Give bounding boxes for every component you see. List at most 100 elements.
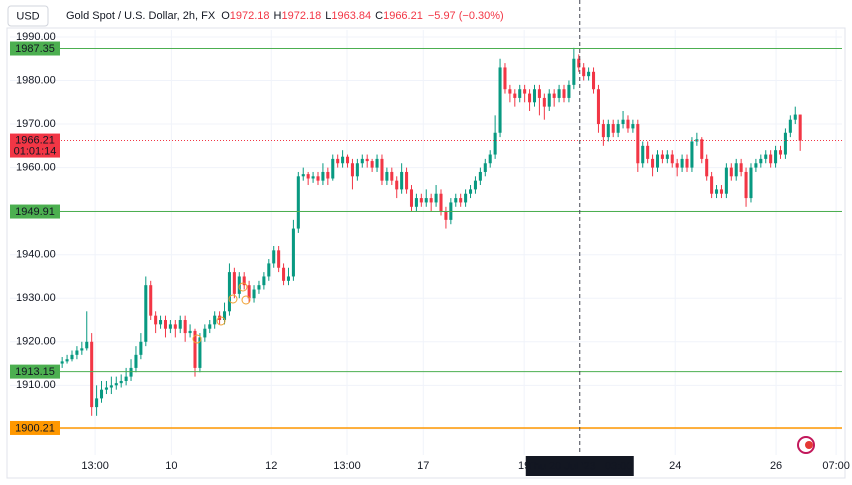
candle-body [419,198,423,203]
candle-body [469,189,473,194]
candle-body [518,89,522,98]
candle-body [218,315,222,321]
event-marker[interactable] [228,294,238,304]
candle-body [203,328,207,338]
y-tick-label: 1990.00 [16,31,56,43]
ohlc-key: L [325,10,331,22]
logo [805,441,813,449]
y-tick-label: 1930.00 [16,292,56,304]
candle-body [636,124,640,164]
candle-body [252,289,256,299]
event-marker[interactable] [238,282,248,292]
x-tick-label: 07:00 [822,460,850,472]
candle-body [646,145,650,159]
candle-body [85,341,89,349]
candle-body [454,198,458,203]
ohlc-value: 1972.18 [281,10,321,22]
y-tick-label: 1960.00 [16,162,56,174]
symbol-box[interactable] [7,5,49,27]
candle-body [488,154,492,164]
x-tick-label: 26 [770,460,782,472]
candle-body [690,141,694,168]
event-marker[interactable] [241,295,251,305]
candle-body [577,58,581,68]
candle-body [173,324,177,329]
candle-body [547,93,551,107]
instrument: Gold Spot / U.S. Dollar, 2h, FX [66,10,216,22]
candle-body [729,167,733,177]
candle-body [459,198,463,203]
event-marker[interactable] [192,334,202,344]
candle-body [365,158,369,162]
candle-body [764,154,768,159]
x-tick-label: 10 [165,460,177,472]
candle-body [149,285,153,316]
candle-body [99,389,104,399]
candle-body [793,114,797,120]
candle-body [331,158,335,179]
level-label-box [10,41,60,56]
candle-body [395,180,399,190]
candle-body [537,89,541,98]
ohlc-key: H [274,10,282,22]
candle-body [65,359,69,362]
candle-body [508,89,512,94]
y-tick-label: 1920.00 [16,336,56,348]
candle-body [163,320,168,329]
candle-body [464,193,468,203]
candle-body [592,71,596,90]
candle-body [719,189,723,194]
candle-body [277,250,281,268]
candle-body [75,350,79,355]
candle-body [631,124,635,129]
candle-body [572,58,576,85]
candle-body [159,320,163,325]
candle-body [154,315,158,325]
candle-body [355,163,359,177]
candle-body [670,154,674,164]
candle-body [227,272,231,312]
candle-body [582,67,586,77]
candle-body [587,71,591,77]
candle-body [754,163,758,168]
crosshair-label-box [525,456,634,476]
candle-body [267,263,271,277]
y-tick-label: 1970.00 [16,118,56,130]
candle-body [80,348,84,351]
current-price-box [10,133,60,158]
candle-body [478,171,482,181]
chart-frame [6,27,846,479]
x-tick-label: 13:00 [333,460,361,472]
candle-body [626,119,630,129]
candle-body [282,267,286,281]
candle-body [247,285,251,299]
candle-body [700,139,704,159]
candle-body [360,158,364,164]
candle-body [788,119,792,133]
level-label-box [10,204,60,219]
y-tick-label: 1910.00 [16,379,56,391]
candle-body [390,171,394,181]
ohlc-key: O [221,10,230,22]
candle-body [262,276,266,286]
event-marker[interactable] [216,316,226,326]
candle-body [744,171,748,199]
ohlc-key: C [375,10,383,22]
candle-body [405,171,409,190]
candle-body [724,167,728,194]
candle-body [528,93,532,103]
candle-body [232,272,236,294]
overlay: 1987.351949.911913.151900.211966.2101:01… [10,0,842,476]
candle-body [70,354,74,360]
countdown: 01:01:14 [14,145,57,157]
candle-body [557,89,561,98]
candle-body [523,89,527,94]
candle-body [778,150,783,155]
candle-body [552,93,556,98]
candle-body [345,156,350,164]
candle-body [434,193,438,203]
symbol-box-text: USD [16,10,39,22]
candle-body [385,171,389,181]
candle-body [134,354,138,368]
